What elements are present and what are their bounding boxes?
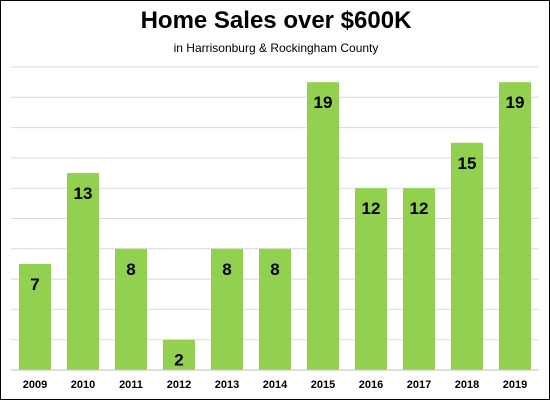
bar-2013	[211, 248, 243, 370]
chart-subtitle: in Harrisonburg & Rockingham County	[173, 41, 379, 55]
bar-2010	[67, 173, 99, 370]
bar-value-label: 12	[410, 199, 429, 218]
bars	[19, 82, 531, 371]
x-tick-labels: 2009 2010 2011 2012 2013 2014 2015 2016 2017 2018…	[23, 379, 527, 391]
x-tick-label: 2010	[71, 379, 95, 391]
x-tick-label: 2016	[359, 379, 383, 391]
bar-value-label: 19	[314, 93, 333, 112]
bar-2019	[499, 82, 531, 371]
bar-value-label: 8	[126, 260, 135, 279]
bar-2018	[451, 142, 483, 370]
bar-value-label: 2	[174, 351, 183, 370]
x-tick-label: 2015	[311, 379, 335, 391]
bar-value-label: 12	[362, 199, 381, 218]
x-tick-label: 2011	[119, 379, 143, 391]
x-tick-label: 2019	[503, 379, 527, 391]
bar-2017	[403, 188, 435, 370]
bar-2009	[19, 263, 51, 370]
x-tick-label: 2018	[455, 379, 479, 391]
bar-value-label: 13	[74, 184, 93, 203]
x-tick-label: 2014	[263, 379, 288, 391]
bar-2011	[115, 248, 147, 370]
bar-value-label: 7	[30, 275, 39, 294]
bar-2016	[355, 188, 387, 370]
x-tick-label: 2009	[23, 379, 47, 391]
x-tick-label: 2013	[215, 379, 239, 391]
bar-value-label: 19	[506, 93, 525, 112]
bar-2014	[259, 248, 291, 370]
bar-value-label: 8	[270, 260, 279, 279]
bar-2012	[163, 339, 195, 370]
bar-value-label: 15	[458, 154, 477, 173]
x-tick-label: 2012	[167, 379, 191, 391]
x-tick-label: 2017	[407, 379, 431, 391]
chart-title: Home Sales over $600K	[140, 7, 412, 34]
bar-2015	[307, 82, 339, 371]
bar-value-labels: 7 13 8 2 8 8 19 12 12 15 19	[30, 93, 524, 370]
bar-value-label: 8	[222, 260, 231, 279]
